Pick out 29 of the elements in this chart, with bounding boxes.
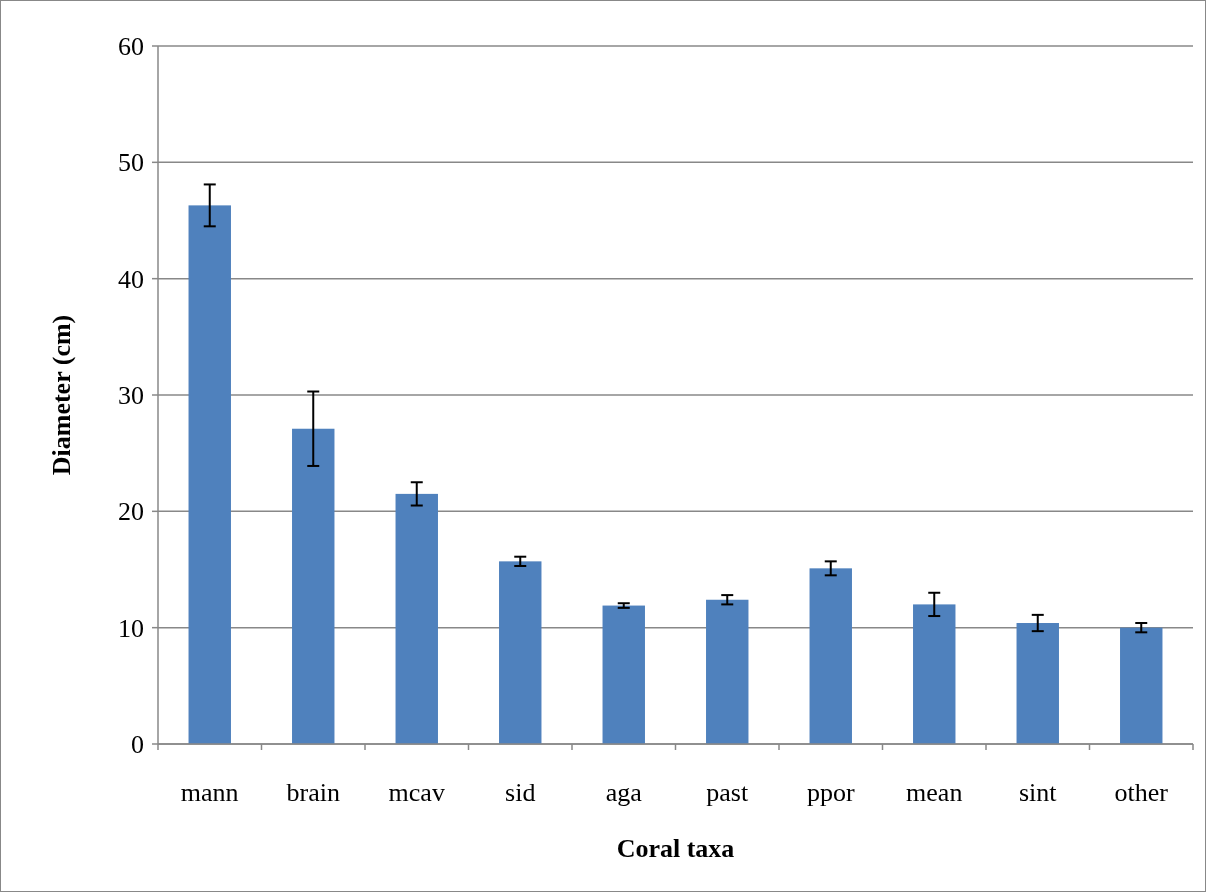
y-tick-label: 30: [118, 381, 144, 411]
bar: [913, 604, 956, 744]
bar: [602, 605, 645, 744]
y-tick-label: 50: [118, 148, 144, 178]
y-axis-title: Diameter (cm): [47, 314, 76, 476]
x-tick-label: mean: [906, 778, 963, 807]
bar: [395, 493, 438, 744]
x-tick-label: past: [706, 778, 749, 807]
bar: [499, 561, 542, 744]
x-tick-label: mcav: [388, 778, 445, 807]
x-tick-label: brain: [286, 778, 340, 807]
bar: [292, 428, 335, 744]
x-tick-label: ppor: [806, 778, 855, 807]
y-tick-label: 40: [118, 264, 144, 294]
y-tick-label: 0: [131, 730, 144, 760]
bar: [809, 568, 852, 744]
y-tick-label: 10: [118, 613, 144, 643]
x-axis-title: Coral taxa: [616, 834, 735, 863]
x-tick-label: other: [1114, 778, 1169, 807]
y-tick-label: 20: [118, 497, 144, 527]
x-tick-label: sint: [1018, 778, 1058, 807]
x-tick-label: aga: [605, 778, 643, 807]
x-tick-label: sid: [505, 778, 536, 807]
y-tick-label: 60: [118, 32, 144, 62]
bar: [188, 205, 231, 744]
bar: [1016, 623, 1059, 744]
bar: [1120, 627, 1163, 744]
bar: [706, 599, 749, 744]
x-tick-label: mann: [180, 778, 239, 807]
